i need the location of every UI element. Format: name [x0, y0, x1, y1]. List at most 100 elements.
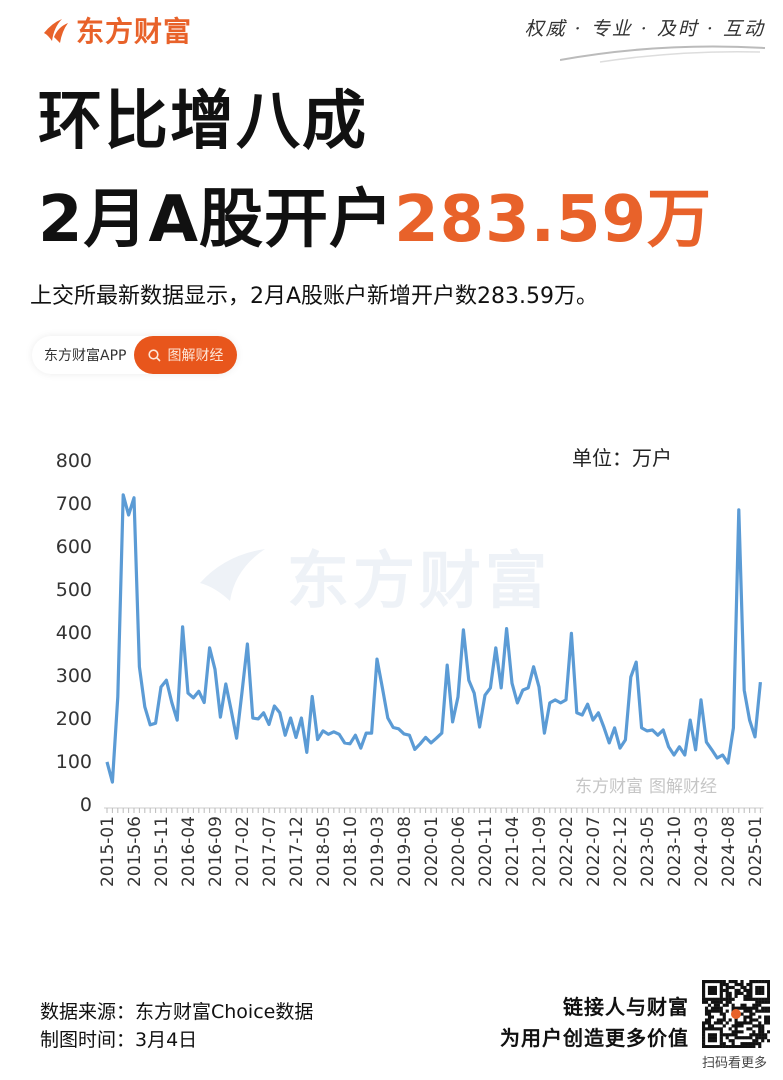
qr-module	[752, 1033, 756, 1037]
qr-module	[761, 1027, 765, 1031]
qr-module	[767, 991, 770, 995]
qr-module	[734, 994, 738, 998]
qr-module	[704, 1045, 709, 1048]
qr-module	[707, 985, 712, 990]
qr-module	[731, 1024, 735, 1028]
qr-module	[722, 1042, 726, 1046]
qr-module	[710, 988, 715, 993]
qr-module	[743, 997, 747, 1001]
footer-info: 数据来源：东方财富Choice数据 制图时间：3月4日	[40, 998, 313, 1054]
qr-module	[707, 1027, 712, 1031]
qr-module	[716, 1003, 720, 1007]
qr-module	[719, 994, 723, 998]
qr-module	[767, 1009, 770, 1013]
qr-module	[755, 991, 759, 995]
brand-flame-icon	[44, 19, 68, 43]
qr-module	[749, 980, 753, 984]
qr-module	[728, 994, 732, 998]
qr-module	[743, 1021, 747, 1025]
qr-module	[707, 1045, 712, 1048]
qr-module	[704, 1027, 709, 1031]
qr-module	[755, 1018, 759, 1022]
qr-module	[755, 1042, 759, 1046]
qr-module	[702, 1021, 706, 1025]
qr-module	[752, 1012, 756, 1016]
x-tick-label: 2023-05	[638, 816, 658, 887]
qr-module	[719, 1036, 723, 1040]
qr-module	[761, 1009, 765, 1013]
qr-module	[704, 997, 709, 1001]
qr-module	[719, 1027, 723, 1031]
qr-module	[749, 1033, 753, 1037]
watermark-text: 东方财富	[287, 544, 552, 617]
app-label: 东方财富APP	[44, 348, 127, 364]
qr-module	[740, 985, 744, 990]
qr-module	[746, 1036, 750, 1040]
qr-module	[702, 1030, 706, 1034]
qr-module	[737, 982, 741, 987]
y-tick-label: 300	[56, 665, 92, 687]
qr-module	[722, 980, 726, 984]
qr-module	[731, 1039, 735, 1043]
footer-slogan: 链接人与财富 为用户创造更多价值	[500, 992, 689, 1054]
qr-module	[713, 997, 717, 1001]
qr-module	[761, 985, 765, 990]
qr-module	[758, 1000, 762, 1004]
qr-module	[752, 1042, 756, 1046]
qr-module	[728, 1045, 732, 1048]
qr-module	[710, 997, 715, 1001]
qr-module	[728, 980, 732, 984]
qr-module	[749, 985, 753, 990]
x-tick-label: 2022-02	[557, 816, 577, 887]
qr-module	[749, 1021, 753, 1025]
qr-module	[707, 997, 712, 1001]
qr-module	[761, 1024, 765, 1028]
x-tick-label: 2019-03	[368, 816, 388, 887]
qr-module	[758, 1033, 762, 1037]
qr-module	[749, 1036, 753, 1040]
qr-module	[734, 1024, 738, 1028]
line-chart: 0 100 200 300 400 500 600 700 800 2015-01 2015-06…	[56, 450, 766, 887]
qr-module	[767, 1039, 770, 1043]
qr-module	[761, 1006, 765, 1010]
x-tick-label: 2025-01	[746, 816, 766, 887]
x-tick-label: 2024-03	[692, 816, 712, 887]
qr-module	[740, 991, 744, 995]
qr-module	[749, 982, 753, 987]
qr-module	[755, 1006, 759, 1010]
qr-module	[702, 991, 706, 995]
qr-module	[767, 994, 770, 998]
qr-module	[719, 1021, 723, 1025]
qr-module	[746, 982, 750, 987]
qr-module	[710, 1024, 715, 1028]
qr-module	[752, 1045, 756, 1048]
qr-label: 扫码看更多	[702, 1056, 768, 1071]
qr-module	[734, 1036, 738, 1040]
qr-module	[767, 1030, 770, 1034]
topic-button-label: 图解财经	[167, 348, 224, 364]
y-tick-label: 800	[56, 450, 92, 472]
qr-module	[746, 991, 750, 995]
qr-module	[722, 982, 726, 987]
qr-module	[710, 1039, 715, 1043]
footer-slogan-line1: 链接人与财富	[563, 995, 689, 1019]
qr-module	[716, 1018, 720, 1022]
topic-button[interactable]: 图解财经	[134, 336, 238, 374]
qr-module	[752, 1024, 756, 1028]
qr-module	[725, 994, 729, 998]
qr-module	[743, 1036, 747, 1040]
qr-module	[728, 1039, 732, 1043]
qr-module	[702, 1000, 706, 1004]
qr-module	[713, 1000, 717, 1004]
qr-module	[740, 1003, 744, 1007]
qr-module	[719, 988, 723, 993]
qr-module	[722, 1015, 726, 1019]
qr-module	[749, 994, 753, 998]
qr-module	[755, 1003, 759, 1007]
qr-module	[767, 997, 770, 1001]
qr-module	[740, 1012, 744, 1016]
qr-module	[758, 1036, 762, 1040]
qr-module	[764, 980, 768, 984]
qr-module	[731, 997, 735, 1001]
qr-code[interactable]	[702, 980, 770, 1048]
